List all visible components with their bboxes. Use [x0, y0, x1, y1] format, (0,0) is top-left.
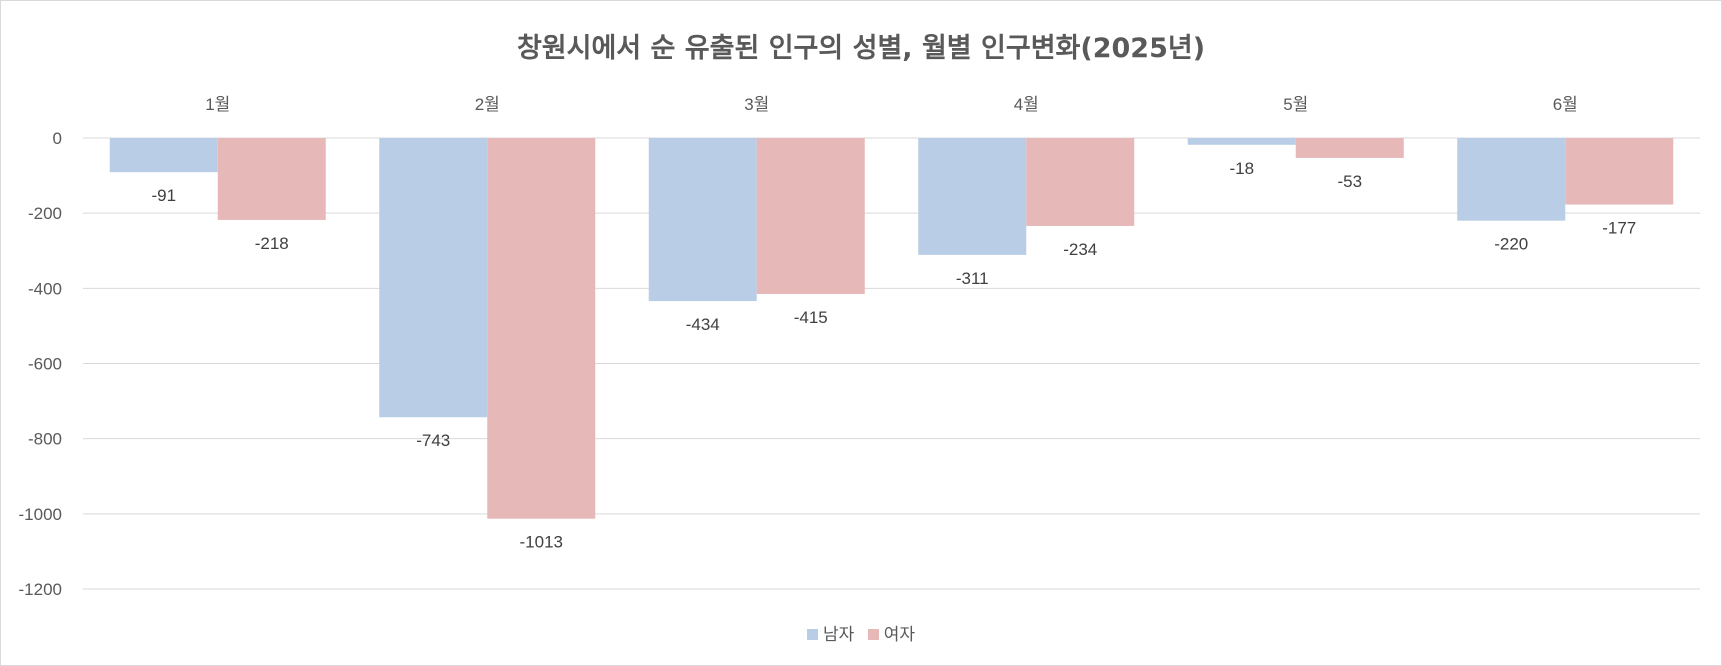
data-label: -220: [1494, 235, 1528, 254]
bar-female: [1026, 138, 1135, 226]
bar-female: [756, 138, 865, 294]
y-tick-label: -1200: [19, 580, 62, 599]
x-tick-label: 3월: [744, 95, 769, 114]
bar-female: [1295, 138, 1404, 158]
data-label: -1013: [520, 533, 563, 552]
data-label: -434: [686, 315, 720, 334]
data-label: -53: [1337, 172, 1362, 191]
y-tick-label: -800: [28, 430, 62, 449]
data-label: -91: [151, 186, 176, 205]
data-label: -311: [956, 269, 989, 288]
y-tick-label: -200: [28, 204, 62, 223]
x-tick-label: 2월: [475, 95, 500, 114]
data-label: -415: [794, 308, 828, 327]
y-tick-label: -600: [28, 355, 62, 374]
chart-title: 창원시에서 순 유출된 인구의 성별, 월별 인구변화(2025년): [516, 33, 1206, 64]
legend-swatch-male: [807, 629, 819, 640]
x-tick-label: 1월: [205, 95, 230, 114]
bar-male: [1457, 138, 1566, 221]
data-label: -177: [1602, 219, 1636, 238]
legend-label-female: 여자: [883, 625, 915, 645]
bar-male: [918, 138, 1027, 255]
data-label: -234: [1063, 240, 1097, 259]
x-tick-label: 6월: [1553, 95, 1578, 114]
x-tick-label: 4월: [1014, 95, 1039, 114]
legend: 남자 여자: [0, 620, 1722, 645]
bar-female: [1565, 138, 1674, 205]
bar-male: [379, 138, 488, 418]
data-label: -218: [255, 234, 289, 253]
legend-item-male: 남자: [807, 620, 854, 645]
bar-male: [648, 138, 757, 302]
legend-swatch-female: [867, 629, 879, 640]
y-tick-label: -1000: [19, 505, 62, 524]
bar-female: [217, 138, 326, 220]
y-tick-label: 0: [53, 129, 62, 148]
y-tick-label: -400: [28, 279, 62, 298]
legend-label-male: 남자: [823, 625, 855, 645]
legend-item-female: 여자: [867, 620, 915, 645]
data-label: -18: [1229, 159, 1254, 178]
data-label: -743: [416, 431, 450, 450]
x-tick-label: 5월: [1283, 95, 1308, 114]
bar-male: [1187, 138, 1296, 145]
bar-male: [109, 138, 218, 173]
bar-female: [487, 138, 596, 519]
